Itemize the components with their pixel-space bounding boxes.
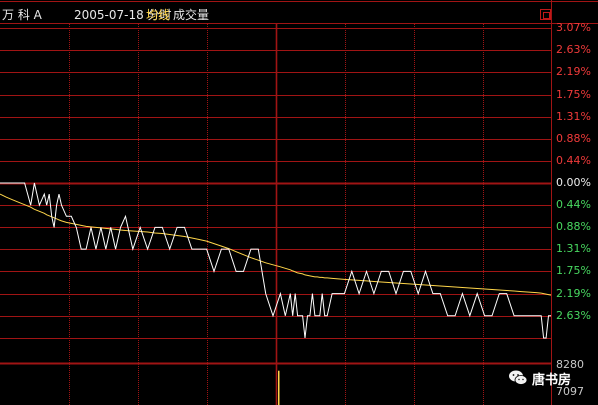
axis-label: 3.07% <box>556 21 591 34</box>
axis-label: 0.44% <box>556 154 591 167</box>
axis-label: 1.75% <box>556 264 591 277</box>
volume-bar <box>278 370 280 405</box>
volume-axis-label: 7097 <box>556 385 584 398</box>
average-price-line <box>0 193 552 296</box>
chart-datetime: 2005-07-18 分时 <box>74 8 172 22</box>
volume-bars <box>278 370 280 405</box>
wechat-icon <box>509 370 528 385</box>
axis-label: 2.63% <box>556 309 591 322</box>
maximize-icon[interactable] <box>540 9 551 20</box>
axis-label: 0.00% <box>556 176 591 189</box>
volume-axis-label: 8280 <box>556 358 584 371</box>
average-line-label: 均线 <box>146 8 171 22</box>
axis-label: 1.75% <box>556 88 591 101</box>
axis-label: 2.19% <box>556 65 591 78</box>
watermark-text: 唐书房 <box>532 372 572 388</box>
axis-label: 1.31% <box>556 110 591 123</box>
axis-label: 0.88% <box>556 132 591 145</box>
price-line <box>0 182 551 339</box>
axis-label: 0.88% <box>556 220 591 233</box>
axis-label: 0.44% <box>556 198 591 211</box>
watermark: 唐书房 <box>508 368 571 388</box>
axis-label: 1.31% <box>556 242 591 255</box>
axis-label: 2.63% <box>556 43 591 56</box>
stock-name: 万 科 A <box>2 8 42 22</box>
axis-label: 2.19% <box>556 287 591 300</box>
volume-label: 成交量 <box>173 8 210 22</box>
